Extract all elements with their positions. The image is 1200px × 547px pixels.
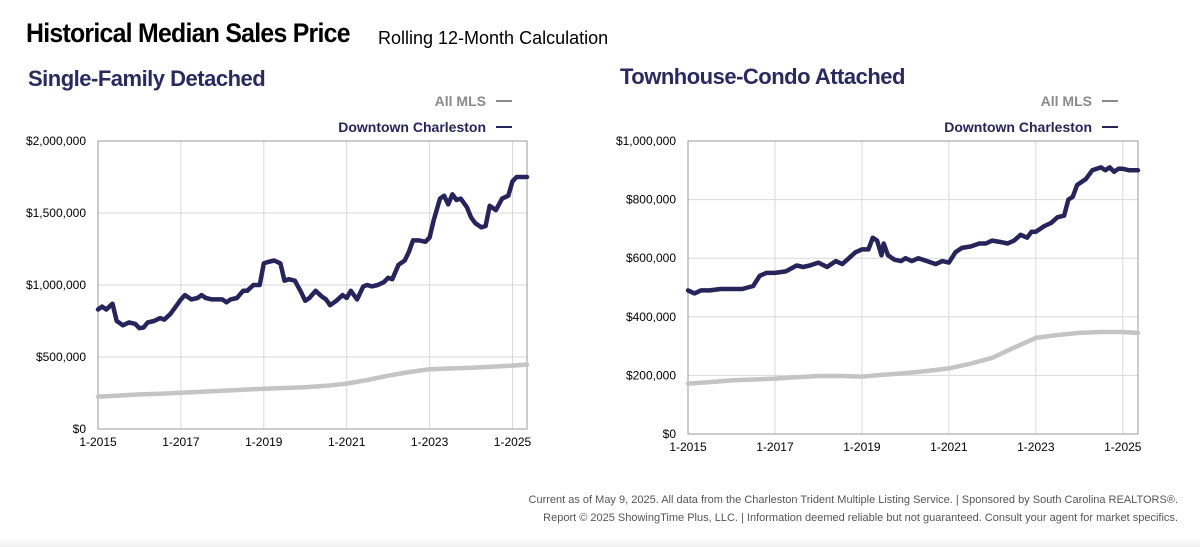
x-tick-label: 1-2017 [756, 440, 794, 454]
plot-frame [687, 140, 1139, 435]
y-tick-label: $400,000 [626, 310, 676, 324]
legend-label: Downtown Charleston [338, 119, 486, 135]
x-tick-label: 1-2017 [162, 435, 200, 449]
x-tick-label: 1-2015 [79, 435, 117, 449]
y-tick-label: $1,500,000 [26, 206, 86, 220]
y-tick-label: $1,000,000 [26, 278, 86, 292]
y-tick-label: $600,000 [626, 251, 676, 265]
y-tick-label: $2,000,000 [26, 134, 86, 148]
y-tick-label: $0 [73, 422, 87, 436]
series-line-downtown-charleston [95, 174, 530, 331]
x-tick-label: 1-2025 [1104, 440, 1142, 454]
legend-label: All MLS [435, 93, 486, 109]
plot-frame [97, 140, 528, 430]
x-tick-label: 1-2015 [669, 440, 707, 454]
series-line-all-mls [95, 362, 530, 399]
y-tick-label: $800,000 [626, 193, 676, 207]
footer-line-2: Report © 2025 ShowingTime Plus, LLC. | I… [543, 512, 1178, 524]
x-tick-label: 1-2021 [328, 435, 366, 449]
series-line-downtown-charleston [685, 165, 1141, 296]
chart-title-single-family: Single-Family Detached [28, 66, 266, 91]
series-line-all-mls [685, 329, 1141, 386]
footer-line-1: Current as of May 9, 2025. All data from… [528, 494, 1178, 506]
page-title: Historical Median Sales Price [26, 18, 351, 48]
legend-label: All MLS [1041, 93, 1092, 109]
bottom-bar [0, 537, 1200, 547]
y-tick-label: $1,000,000 [616, 134, 676, 148]
chart-title-townhouse-condo: Townhouse-Condo Attached [620, 64, 905, 89]
y-tick-label: $500,000 [36, 350, 86, 364]
page-subtitle: Rolling 12-Month Calculation [378, 28, 609, 48]
x-tick-label: 1-2023 [1017, 440, 1055, 454]
header: Historical Median Sales Price [26, 18, 378, 49]
y-tick-label: $0 [663, 427, 677, 441]
x-tick-label: 1-2023 [411, 435, 449, 449]
y-tick-label: $200,000 [626, 368, 676, 382]
legend-label: Downtown Charleston [944, 119, 1092, 135]
x-tick-label: 1-2019 [843, 440, 881, 454]
x-tick-label: 1-2025 [494, 435, 532, 449]
x-tick-label: 1-2019 [245, 435, 283, 449]
x-tick-label: 1-2021 [930, 440, 968, 454]
